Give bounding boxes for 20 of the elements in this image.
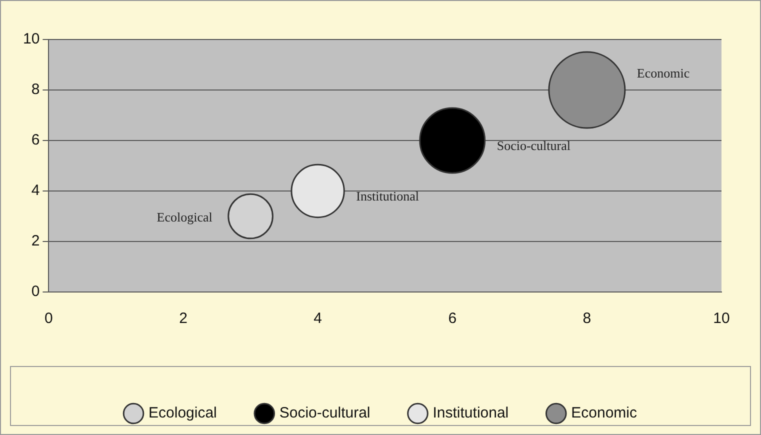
x-tick-label: 10 <box>713 310 730 328</box>
x-tick-label: 0 <box>44 310 53 328</box>
legend-label: Socio-cultural <box>279 404 370 422</box>
x-tick-label: 4 <box>314 310 322 328</box>
y-tick-label: 8 <box>31 81 40 98</box>
x-tick-label: 2 <box>179 310 188 328</box>
text: Socio-cultural <box>496 138 570 153</box>
text: Economic <box>636 65 690 80</box>
y-tick-label: 0 <box>31 283 40 300</box>
y-tick-label: 6 <box>31 132 40 149</box>
legend-label: Economic <box>571 404 638 422</box>
x-tick-label: 6 <box>448 310 457 328</box>
y-tick-label: 2 <box>31 232 40 250</box>
legend-label: Ecological <box>148 404 217 422</box>
y-tick-label: 4 <box>31 182 40 200</box>
text: Ecological <box>156 210 212 225</box>
y-tick-label: 10 <box>22 30 40 48</box>
x-tick-label: 8 <box>582 310 592 328</box>
text: Institutional <box>356 188 419 204</box>
legend-label: Institutional <box>432 404 509 422</box>
